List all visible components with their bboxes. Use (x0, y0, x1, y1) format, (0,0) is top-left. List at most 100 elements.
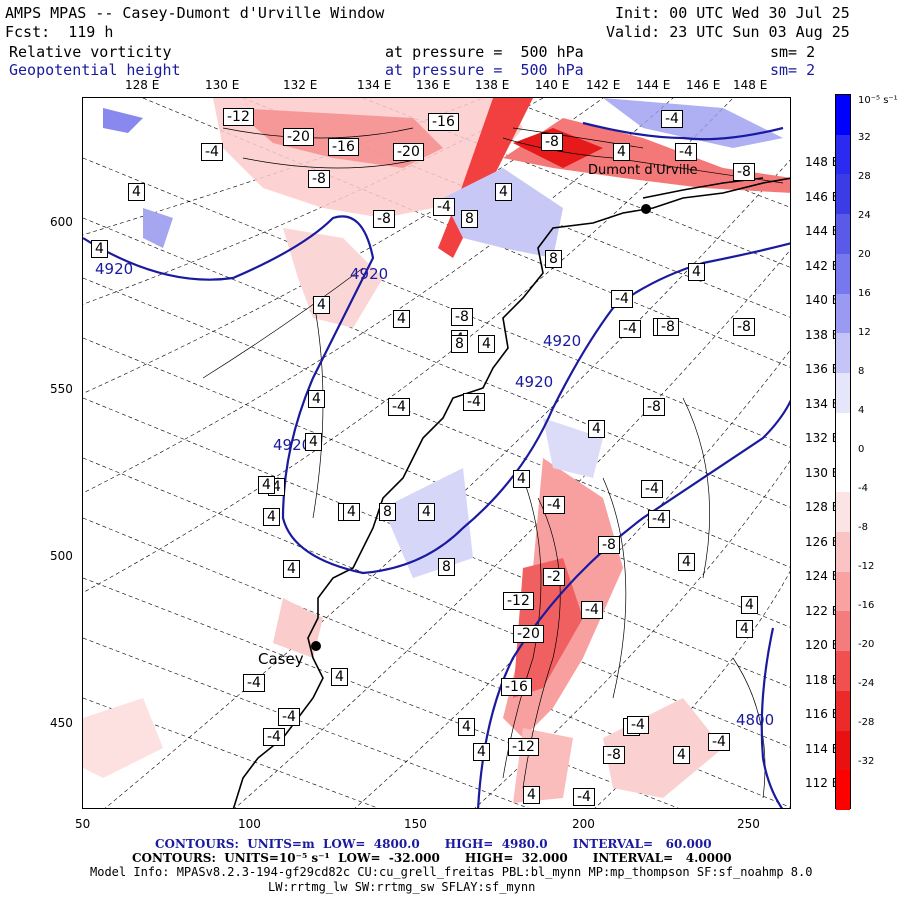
vorticity-value-label: 4 (588, 420, 605, 438)
vorticity-value-label: -4 (581, 601, 603, 619)
x-tick: 250 (737, 817, 760, 831)
dumont-station-marker (641, 204, 651, 214)
casey-label: Casey (258, 650, 304, 668)
right-lon-label: 136 E (805, 362, 840, 376)
vorticity-value-label: 4 (478, 335, 495, 353)
vorticity-value-label: -4 (243, 674, 265, 692)
x-tick: 50 (75, 817, 91, 831)
vorticity-value-label: -4 (641, 480, 663, 498)
colorbar-label: -20 (858, 639, 875, 650)
colorbar-swatch (836, 531, 850, 573)
height-label: 4800 (736, 711, 775, 729)
top-lon-label: 146 E (686, 78, 721, 92)
vorticity-value-label: 4 (458, 718, 475, 736)
colorbar-swatch (836, 611, 850, 652)
field2-smoothing: sm= 2 (770, 61, 816, 79)
y-tick: 500 (50, 549, 73, 563)
vorticity-value-label: -4 (648, 510, 670, 528)
top-lon-label: 128 E (125, 78, 160, 92)
colorbar-unit: 10⁻⁵ s⁻¹ (858, 95, 898, 106)
top-lon-label: 142 E (586, 78, 621, 92)
vorticity-value-label: -12 (508, 738, 539, 756)
colorbar-swatch (836, 412, 850, 453)
colorbar-label: -4 (858, 483, 868, 494)
model-info: Model Info: MPASv8.2.3-194-gf29cd82c CU:… (90, 865, 813, 879)
vorticity-value-label: -4 (543, 496, 565, 514)
colorbar-label: -28 (858, 717, 875, 728)
vorticity-value-label: -2 (543, 568, 565, 586)
colorbar-label: 4 (858, 405, 865, 416)
vorticity-value-label: -4 (433, 198, 455, 216)
vorticity-value-label: 4 (673, 746, 690, 764)
vorticity-value-label: -8 (598, 536, 620, 554)
right-lon-label: 128 E (805, 500, 840, 514)
vorticity-value-label: 4 (128, 183, 145, 201)
colorbar-label: 0 (858, 444, 865, 455)
right-lon-label: 122 E (805, 603, 840, 618)
top-lon-label: 138 E (475, 78, 510, 92)
right-lon-label: 130 E (805, 465, 840, 480)
colorbar-swatch (836, 174, 850, 215)
colorbar-label: -16 (858, 600, 875, 611)
field2-name: Geopotential height (9, 61, 181, 79)
colorbar-swatch (836, 452, 850, 493)
vorticity-value-label: -8 (541, 133, 563, 151)
right-lon-label: 124 E (805, 569, 840, 583)
vorticity-value-label: 4 (283, 560, 300, 578)
vorticity-value-label: 4 (613, 143, 630, 161)
colorbar-label: 28 (858, 171, 871, 182)
vorticity-value-label: -20 (513, 625, 544, 643)
colorbar-swatch (836, 134, 850, 175)
height-label: 4920 (95, 260, 134, 278)
right-lon-label: 140 E (805, 293, 840, 307)
field2-level: at pressure = 500 hPa (385, 61, 584, 79)
colorbar-swatch (836, 333, 850, 374)
vorticity-value-label: 4 (513, 470, 530, 488)
colorbar-swatch (836, 253, 850, 295)
vorticity-value-label: -4 (573, 788, 595, 806)
x-tick: 200 (572, 817, 595, 831)
vorticity-value-label: 4 (418, 503, 435, 521)
colorbar-swatch (836, 492, 850, 533)
top-lon-label: 134 E (357, 78, 392, 92)
vorticity-contour-info: CONTOURS: UNITS=10⁻⁵ s⁻¹ LOW= -32.000 HI… (132, 851, 732, 865)
init-time: Init: 00 UTC Wed 30 Jul 25 (615, 4, 850, 22)
forecast-hour: Fcst: 119 h (5, 23, 114, 41)
colorbar-swatch (836, 730, 850, 771)
y-tick: 450 (50, 716, 73, 730)
vorticity-value-label: 4 (523, 786, 540, 804)
vorticity-value-label: -4 (463, 393, 485, 411)
field1-level: at pressure = 500 hPa (385, 43, 584, 61)
vorticity-value-label: 4 (91, 240, 108, 258)
vorticity-value-label: 8 (461, 210, 478, 228)
x-tick: 150 (404, 817, 427, 831)
colorbar-label: -12 (858, 561, 875, 572)
model-info-2: LW:rrtmg_lw SW:rrtmg_sw SFLAY:sf_mynn (268, 880, 536, 894)
colorbar-swatch (836, 651, 850, 692)
vorticity-value-label: 4 (308, 390, 325, 408)
vorticity-value-label: 4 (736, 620, 753, 638)
vorticity-value-label: -16 (428, 113, 459, 131)
top-lon-label: 132 E (283, 78, 318, 92)
colorbar-label: -24 (858, 678, 875, 689)
vorticity-value-label: 4 (313, 296, 330, 314)
vorticity-value-label: -4 (675, 143, 697, 161)
vorticity-value-label: -4 (263, 728, 285, 746)
vorticity-value-label: 4 (495, 183, 512, 201)
right-lon-label: 120 E (805, 638, 840, 652)
vorticity-value-label: 4 (263, 508, 280, 526)
vorticity-value-label: 8 (438, 558, 455, 576)
vorticity-value-label: -8 (733, 318, 755, 336)
colorbar-swatch (836, 95, 850, 136)
vorticity-value-label: -8 (643, 398, 665, 416)
x-tick: 100 (238, 817, 261, 831)
top-lon-label: 136 E (416, 78, 451, 92)
colorbar-swatch (836, 214, 850, 255)
top-lon-label: 148 E (733, 78, 768, 92)
right-lon-label: 138 E (805, 327, 840, 342)
casey-station-marker (311, 641, 321, 651)
colorbar-swatch (836, 373, 850, 414)
positive-vorticity-shading (103, 98, 783, 578)
vorticity-value-label: -20 (393, 143, 424, 161)
vorticity-value-label: -8 (308, 170, 330, 188)
